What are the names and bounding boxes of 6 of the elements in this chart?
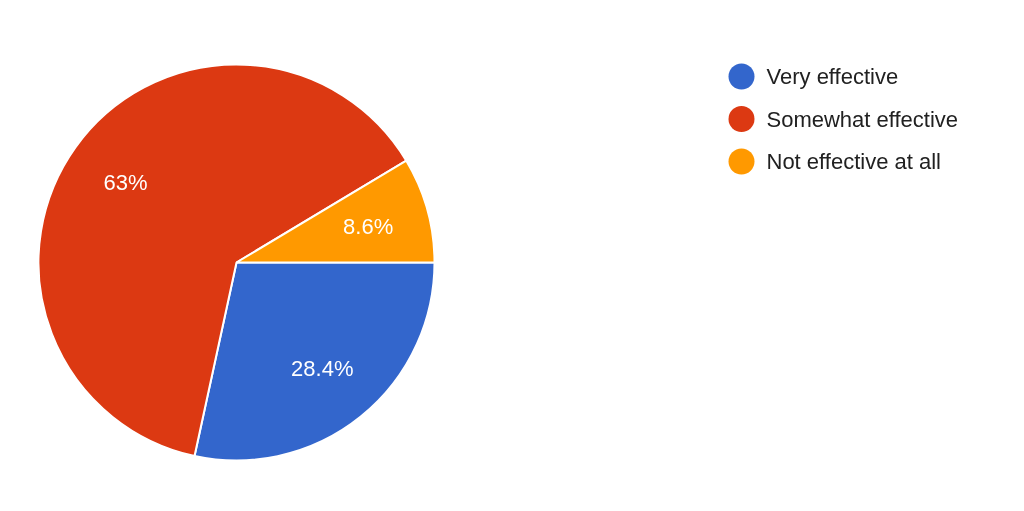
legend-label: Very effective [766, 64, 899, 89]
data-label: 28.4% [291, 356, 354, 382]
legend-label: Not effective at all [766, 149, 941, 174]
data-label: 63% [103, 170, 148, 196]
data-label: 8.6% [343, 213, 394, 239]
legend-label: Somewhat effective [766, 106, 959, 132]
